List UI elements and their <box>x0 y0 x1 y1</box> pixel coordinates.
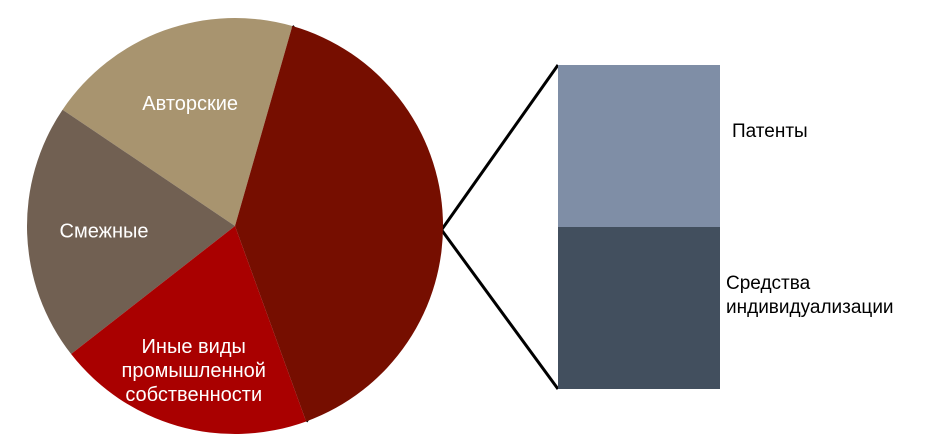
bar-segment-1 <box>558 227 720 389</box>
pie-slice-1 <box>26 109 235 355</box>
pie-slice-0 <box>62 18 293 227</box>
pie-slice-label-0: Авторские <box>142 93 238 115</box>
secondary-bar-group <box>558 65 720 389</box>
pie-slice-label-2: Иные виды промышленной собственности <box>122 336 266 406</box>
pie-slice-3 <box>235 26 444 422</box>
label-group: Авторские Смежные Иные виды промышленной соб… <box>60 93 894 406</box>
pie-slice-label-1: Смежные <box>60 221 149 243</box>
bar-segment-label-1: Средства индивидуализации <box>726 273 894 318</box>
bar-segment-0 <box>558 65 720 227</box>
pie-group <box>26 18 444 435</box>
pie-slice-2 <box>71 226 307 435</box>
bar-segment-label-0: Патенты <box>732 121 808 142</box>
